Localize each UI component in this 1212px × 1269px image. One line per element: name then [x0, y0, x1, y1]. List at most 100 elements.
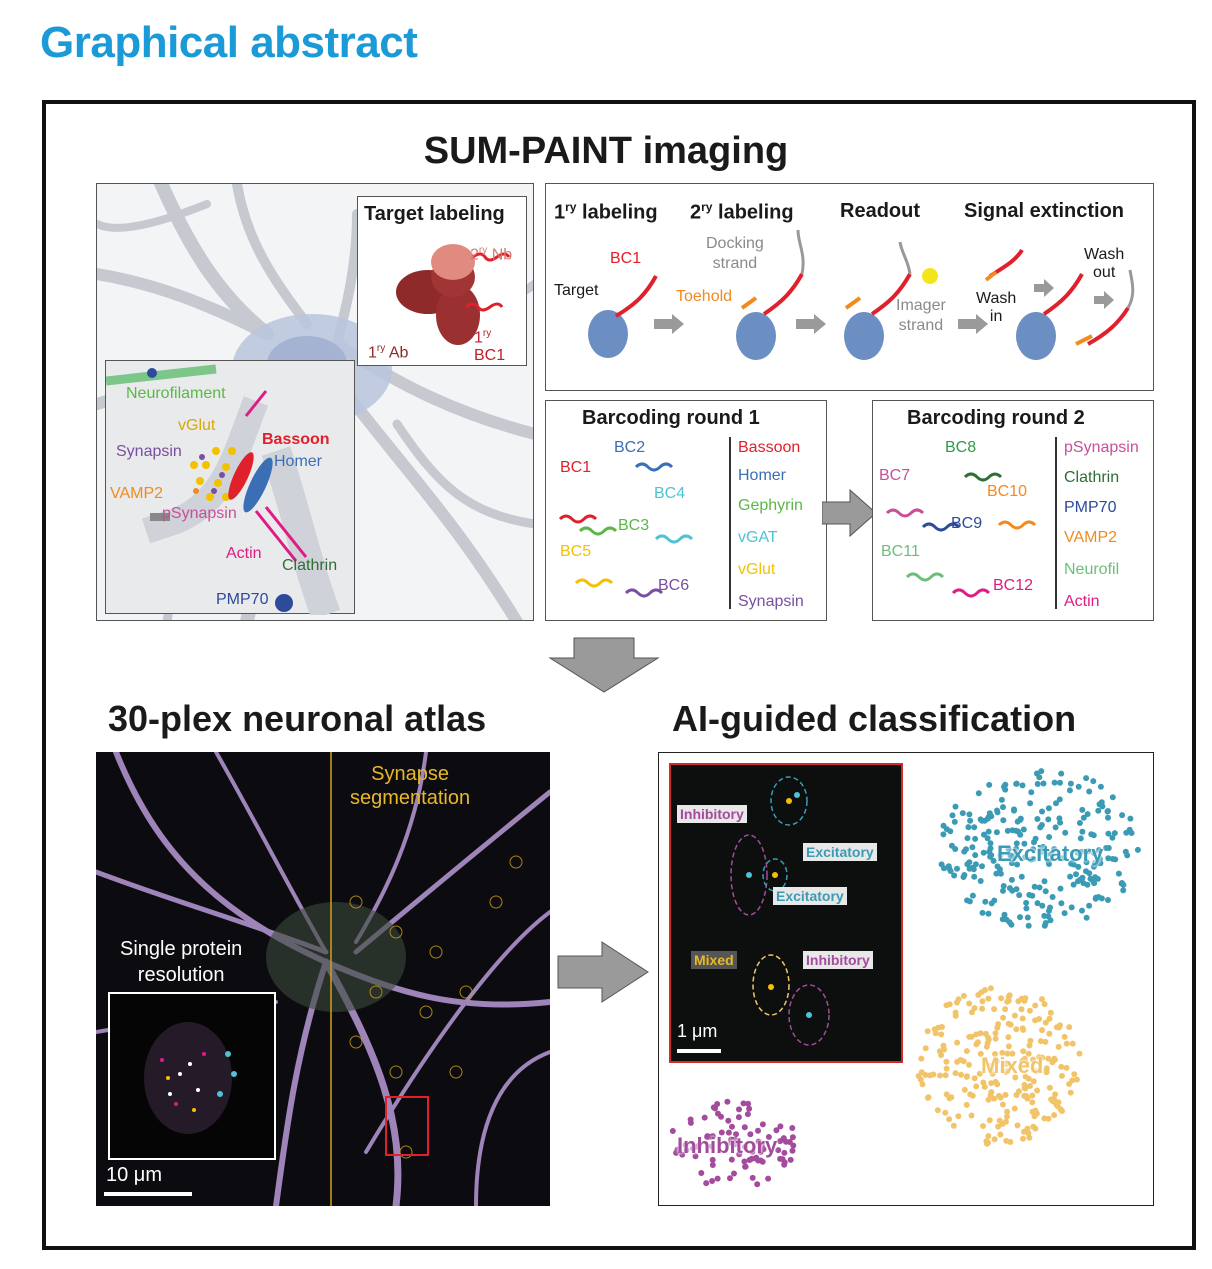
excitatory-point	[1115, 870, 1122, 877]
mixed-point	[961, 1086, 968, 1093]
excitatory-point	[1083, 775, 1090, 782]
target-label: Target	[554, 282, 599, 299]
excitatory-point	[966, 898, 973, 905]
mixed-point	[1030, 1078, 1037, 1085]
inhibitory-point	[789, 1147, 796, 1154]
antibody-illustration	[396, 244, 511, 345]
inhibitory-point	[669, 1128, 676, 1134]
inhibitory-point	[698, 1170, 705, 1176]
mixed-point	[967, 1091, 974, 1098]
inhibitory-point	[709, 1162, 716, 1168]
mixed-point	[987, 985, 994, 992]
mixed-point	[937, 1072, 943, 1079]
label-psynapsin: pSynapsin	[162, 505, 237, 522]
mixed-point	[930, 1071, 937, 1078]
mixed-point	[1069, 1040, 1076, 1047]
excitatory-point	[971, 873, 978, 880]
mixed-point	[1025, 1050, 1032, 1057]
inhibitory-point	[733, 1131, 739, 1138]
inset-label-excitatory-1: Excitatory	[803, 843, 877, 861]
excitatory-point	[1053, 800, 1059, 807]
mixed-point	[1045, 1055, 1052, 1062]
mixed-point	[952, 1009, 959, 1016]
excitatory-point	[1090, 778, 1097, 785]
mixed-point	[1046, 1015, 1053, 1022]
excitatory-point	[1014, 861, 1021, 868]
mixed-point	[953, 999, 960, 1006]
excitatory-point	[994, 807, 1000, 814]
mixed-point	[1018, 1006, 1025, 1013]
excitatory-point	[1041, 912, 1048, 919]
inhibitory-point	[718, 1129, 725, 1136]
excitatory-point	[979, 863, 985, 870]
excitatory-point	[1039, 902, 1046, 909]
excitatory-point	[1034, 781, 1041, 787]
mixed-point	[1002, 1091, 1009, 1098]
excitatory-point	[1051, 779, 1058, 786]
mixed-point	[1051, 1056, 1058, 1063]
mixed-point	[954, 1039, 961, 1046]
excitatory-point	[1001, 783, 1007, 790]
mixed-point	[973, 1083, 980, 1090]
excitatory-point	[1045, 858, 1052, 865]
mixed-point	[1026, 1134, 1033, 1141]
excitatory-point	[1062, 829, 1069, 836]
excitatory-point	[1076, 820, 1083, 826]
excitatory-point	[1031, 883, 1038, 890]
mixed-point	[1043, 1067, 1050, 1074]
mixed-point	[995, 1123, 1002, 1130]
synapse-illustration	[106, 364, 341, 615]
target-labeling-title: Target labeling	[364, 203, 505, 225]
excitatory-point	[969, 892, 976, 899]
mixed-point	[991, 1006, 998, 1013]
round-1-target-vgat: vGAT	[738, 529, 778, 546]
atlas-image: Synapse segmentation Single protein resolu…	[96, 752, 550, 1206]
excitatory-point	[1028, 789, 1035, 796]
classification-heading: AI-guided classification	[672, 698, 1077, 739]
mixed-point	[1066, 1024, 1073, 1031]
inhibitory-point	[708, 1143, 715, 1150]
excitatory-point	[1061, 910, 1068, 917]
round-1-bc6: BC6	[658, 577, 690, 594]
mixed-point	[1007, 1021, 1014, 1028]
excitatory-point	[1000, 883, 1007, 889]
single-protein-spots	[144, 1022, 237, 1134]
mixed-point	[1020, 1026, 1027, 1033]
cluster-label-inhibitory: Inhibitory	[677, 1133, 778, 1158]
mixed-point	[1041, 1001, 1048, 1008]
excitatory-point	[1038, 822, 1045, 828]
round-2-title: Barcoding round 2	[907, 407, 1085, 429]
excitatory-point	[1092, 859, 1099, 866]
mixed-point	[1025, 1130, 1032, 1137]
excitatory-point	[981, 831, 987, 838]
excitatory-point	[1091, 850, 1098, 857]
mixed-point	[943, 1058, 950, 1065]
mixed-point	[968, 1112, 975, 1119]
excitatory-point	[1005, 846, 1012, 853]
inhibitory-point	[746, 1105, 753, 1112]
mixed-point	[1029, 1092, 1036, 1099]
excitatory-point	[1008, 860, 1015, 867]
excitatory-point	[1134, 846, 1141, 853]
excitatory-point	[1017, 815, 1024, 822]
excitatory-point	[1088, 831, 1095, 838]
step-1-title: 1ry labeling	[554, 200, 658, 224]
excitatory-point	[984, 835, 991, 842]
round-1-target-bassoon: Bassoon	[738, 439, 801, 456]
excitatory-point	[1067, 873, 1074, 880]
mixed-point	[960, 992, 967, 999]
segmentation-label: Synapse segmentation	[350, 763, 471, 809]
excitatory-point	[993, 829, 1000, 836]
inhibitory-point	[709, 1178, 716, 1184]
inhibitory-point	[760, 1146, 767, 1153]
round-2-strands	[885, 472, 1037, 598]
inhibitory-point	[755, 1127, 761, 1134]
excitatory-point	[1067, 780, 1074, 787]
excitatory-point	[1027, 800, 1034, 807]
inhibitory-point	[789, 1134, 796, 1141]
mixed-point	[938, 1031, 945, 1038]
mixed-point	[946, 1095, 953, 1102]
mixed-point	[1061, 1033, 1068, 1040]
round-1-bc5: BC5	[560, 543, 592, 560]
mixed-point	[943, 1065, 950, 1072]
